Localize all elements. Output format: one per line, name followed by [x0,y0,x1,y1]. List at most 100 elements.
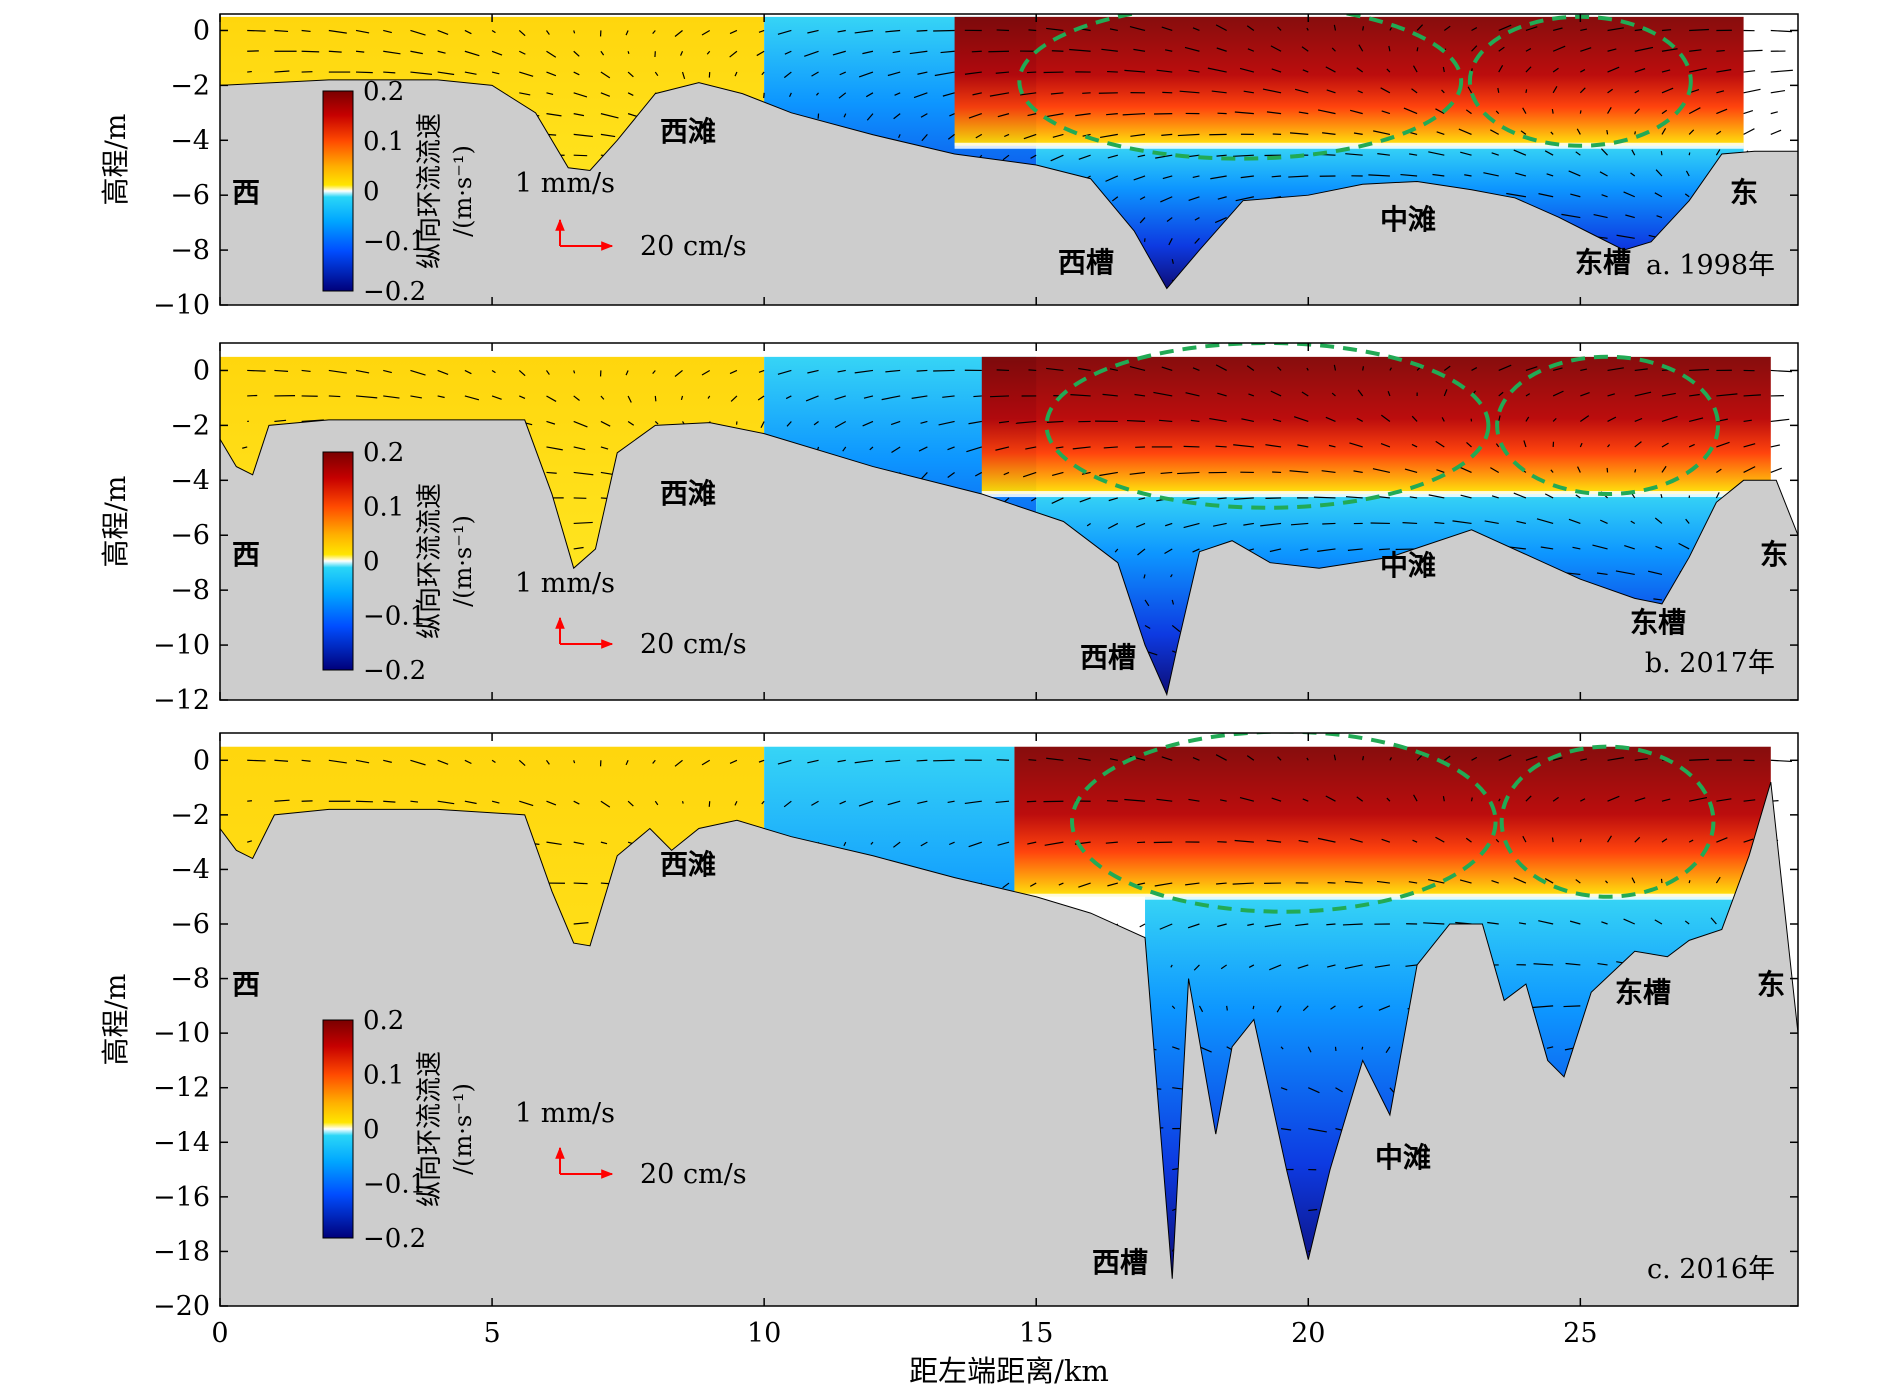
velocity-arrow [1295,923,1309,927]
velocity-arrow [519,800,534,807]
velocity-arrow [1124,69,1146,73]
velocity-arrow [1290,522,1309,526]
velocity-arrow [1302,69,1309,73]
velocity-arrow [247,840,253,843]
velocity-arrow [1661,798,1671,802]
velocity-arrow [1432,173,1445,177]
velocity-arrow [1122,113,1146,116]
velocity-arrow [815,92,820,96]
x-tick-label: 20 [1291,1318,1325,1349]
velocity-arrow [1185,392,1200,397]
velocity-arrow [1289,470,1309,474]
colorbar-unit: /(m·s⁻¹) [449,1083,477,1175]
velocity-arrow [1520,130,1527,135]
velocity-arrow [518,370,526,377]
panel-3: 0 −2 −4 −6 −8 −10 −12 −14 −16 −18 −20 高程/m 0.2 0.1 0 −0… [99,732,1799,1322]
velocity-arrow [1490,129,1500,135]
velocity-arrow [1109,28,1118,32]
velocity-arrow [1408,881,1418,884]
velocity-arrow [1344,880,1363,884]
colorbar-tick-label: 0.1 [363,1061,404,1091]
velocity-arrow [1243,90,1254,94]
velocity-arrow [997,113,1010,118]
velocity-arrow [1403,107,1418,115]
annotation-3: 西槽 [1092,1246,1148,1279]
velocity-arrow [301,759,311,762]
velocity-arrow [1538,920,1554,925]
velocity-arrow [1471,367,1478,371]
velocity-arrow [1162,175,1173,180]
velocity-arrow [1298,839,1309,843]
velocity-arrow [1716,441,1730,448]
velocity-arrow [1487,921,1499,925]
velocity-arrow [1435,440,1445,448]
velocity-arrow [968,841,982,848]
velocity-arrow [1623,191,1635,198]
velocity-arrow [1154,882,1173,887]
y-tick-label: 0 [193,745,210,776]
velocity-arrow [1506,192,1527,198]
velocity-arrow [1743,799,1756,802]
velocity-arrow [1385,1046,1391,1054]
velocity-arrow [862,420,874,427]
velocity-arrow [858,71,874,78]
colorbar-label: 纵向环流流速 [415,1051,445,1207]
velocity-arrow [947,446,955,451]
velocity-arrow [854,29,874,34]
velocity-arrow [1216,47,1227,52]
y-axis-label: 高程/m [99,476,132,568]
velocity-arrow [437,71,455,76]
velocity-arrow [600,71,611,79]
velocity-arrow [701,29,711,36]
velocity-arrow [854,759,874,764]
colorbar-label: 纵向环流流速 [415,113,445,269]
velocity-arrow [1580,798,1586,802]
velocity-arrow [573,71,580,76]
velocity-arrow [383,50,401,55]
velocity-arrow [1217,923,1227,928]
velocity-arrow [546,71,557,77]
velocity-arrow [1498,46,1505,52]
x-axis: 0 5 10 15 20 25 距左端距离/km [211,1318,1597,1388]
zero-contour-band [1014,893,1771,900]
velocity-arrow [913,92,928,99]
zero-contour-band [981,491,1771,498]
velocity-arrow [1716,69,1732,73]
plot-area [220,343,1798,700]
velocity-arrow [1302,798,1309,802]
velocity-arrow [1078,367,1091,372]
velocity-arrow [1716,108,1728,115]
velocity-arrow [1661,442,1669,448]
velocity-arrow [625,760,629,766]
velocity-arrow [837,29,846,33]
velocity-arrow [921,134,928,142]
colorbar-tick-label: −0.2 [363,656,426,686]
velocity-arrow [573,50,580,57]
velocity-arrow [654,395,657,402]
velocity-arrow [1188,798,1200,802]
velocity-arrow [1685,170,1690,177]
y-tick-label: −2 [170,410,210,441]
velocity-arrow [805,395,819,402]
velocity-arrow [1086,522,1091,527]
velocity-arrow [1606,129,1609,135]
velocity-arrow [989,92,1010,97]
velocity-arrow [1743,49,1763,52]
velocity-arrow [1170,574,1173,578]
velocity-arrow [1188,69,1200,73]
velocity-arrow [1634,758,1648,761]
velocity-arrow [1551,108,1554,114]
velocity-arrow [1655,169,1663,177]
velocity-arrow [1070,394,1091,397]
velocity-arrow [920,841,928,847]
velocity-arrow [546,92,554,96]
velocity-arrow [1654,919,1663,925]
velocity-arrow [1170,964,1173,968]
velocity-arrow [1269,964,1282,971]
velocity-arrow [546,113,562,117]
velocity-arrow [777,759,792,765]
velocity-arrow [1580,368,1588,372]
velocity-arrow [777,369,792,375]
velocity-arrow [1194,237,1200,244]
velocity-arrow [1153,391,1173,397]
